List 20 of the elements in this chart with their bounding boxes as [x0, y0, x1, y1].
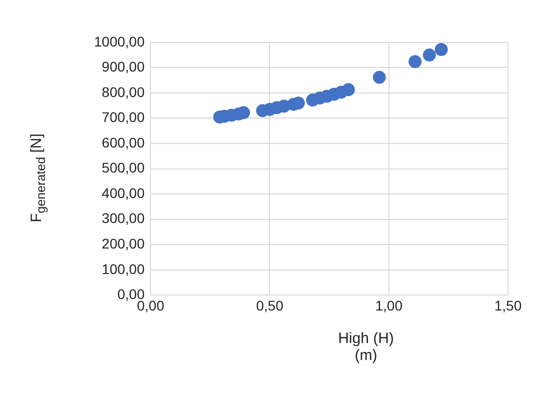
- point: [422, 48, 436, 62]
- y-tick-label: 300,00: [102, 210, 145, 226]
- point: [342, 83, 355, 96]
- y-tick-label: 700,00: [102, 109, 145, 126]
- y-tick-label: 900,00: [102, 58, 145, 75]
- x-tick-label: 1,00: [375, 297, 403, 314]
- y-tick-label: 500,00: [102, 160, 145, 176]
- y-tick-label: 600,00: [102, 134, 145, 150]
- y-tick-label: 200,00: [102, 236, 145, 252]
- x-axis-title: High (H) (m): [337, 330, 395, 364]
- y-tick-label: 800,00: [102, 84, 145, 100]
- y-tick-label: 400,00: [102, 184, 145, 201]
- point: [434, 42, 448, 56]
- y-tick-label: 0,00: [117, 286, 145, 302]
- point: [408, 55, 422, 68]
- y-tick-label: 100,00: [102, 260, 145, 277]
- point: [372, 70, 386, 84]
- x-tick-label: 1,50: [494, 297, 522, 314]
- y-tick-label: 1000,00: [94, 33, 145, 50]
- x-tick-label: 0,50: [256, 297, 284, 314]
